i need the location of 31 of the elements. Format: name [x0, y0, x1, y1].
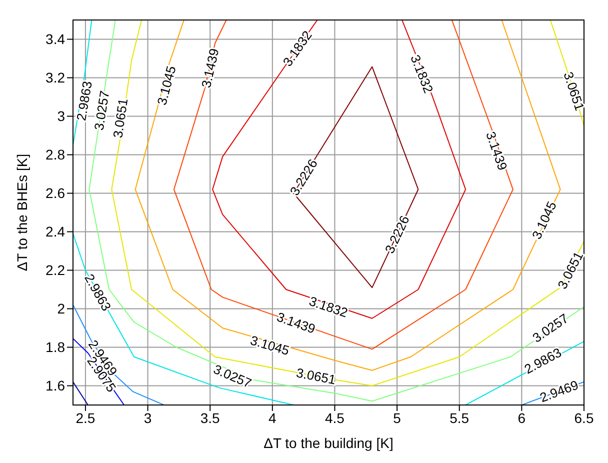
y-tick-label: 1.8 — [46, 339, 66, 356]
y-tick-label: 2.8 — [46, 146, 66, 163]
y-tick-label: 3 — [57, 108, 66, 124]
annotation: 3.0651 — [560, 70, 588, 112]
x-tick-label: 6 — [518, 410, 526, 426]
y-tick-label: 2.2 — [46, 262, 66, 278]
annotation: 3.1045 — [154, 64, 179, 107]
annotation: 2.9469 — [538, 377, 580, 406]
x-tick-label: 4 — [268, 410, 277, 426]
x-tick-label: 4.5 — [324, 410, 345, 426]
y-axis-title: ΔT to the BHEs [K] — [14, 154, 30, 272]
x-axis-title: ΔT to the building [K] — [264, 435, 394, 451]
annotation: 3.1832 — [408, 52, 436, 96]
x-tick-label: 2.5 — [76, 410, 96, 426]
y-tick-label: 2 — [57, 300, 66, 317]
annotation: 3.1439 — [483, 130, 510, 172]
y-tick-label: 2.4 — [46, 224, 66, 240]
annotation: 3.0651 — [295, 365, 337, 388]
y-tick-label: 3.4 — [46, 31, 66, 48]
x-tick-label: 6.5 — [574, 410, 594, 426]
annotation: 3.1439 — [198, 47, 222, 90]
annotation: 3.0651 — [110, 97, 131, 139]
x-tick-label: 3.5 — [200, 410, 220, 426]
annotation: 3.1045 — [248, 332, 292, 358]
x-tick-label: 5 — [393, 410, 402, 426]
y-tick-label: 1.6 — [46, 378, 66, 394]
x-tick-label: 5.5 — [450, 410, 470, 426]
y-tick-label: 3.2 — [46, 70, 66, 86]
annotation: 3.0257 — [211, 362, 254, 391]
x-tick-label: 3 — [144, 410, 152, 426]
y-tick-label: 2.6 — [46, 185, 66, 202]
